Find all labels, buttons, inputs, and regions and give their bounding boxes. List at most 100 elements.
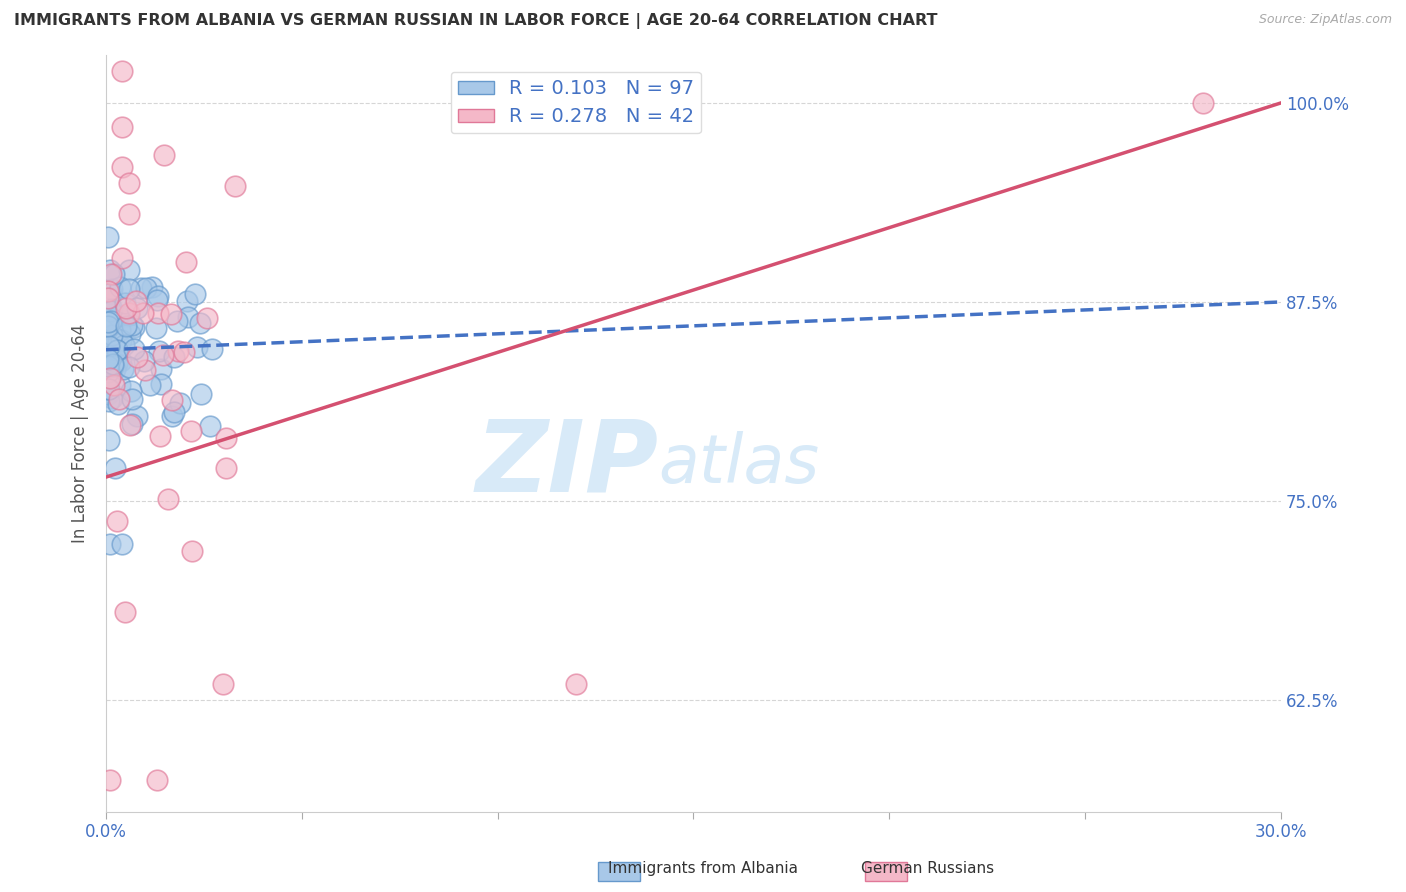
Point — [122, 343, 145, 357]
Point — [97, 372, 120, 386]
Point — [98, 263, 121, 277]
Point — [110, 333, 132, 347]
Point — [146, 293, 169, 307]
Point — [100, 391, 122, 405]
Point — [139, 378, 162, 392]
Point — [108, 392, 131, 406]
Point — [118, 282, 141, 296]
Point — [163, 405, 186, 419]
Point — [174, 255, 197, 269]
Point — [198, 419, 221, 434]
Point — [104, 362, 127, 376]
Point — [98, 360, 121, 375]
Text: Source: ZipAtlas.com: Source: ZipAtlas.com — [1258, 13, 1392, 27]
Point — [129, 281, 152, 295]
Point — [100, 267, 122, 281]
Point — [98, 772, 121, 787]
Point — [103, 267, 125, 281]
Point — [118, 306, 141, 320]
Point — [114, 310, 136, 324]
Point — [104, 357, 127, 371]
Point — [163, 350, 186, 364]
Point — [153, 148, 176, 162]
Text: IMMIGRANTS FROM ALBANIA VS GERMAN RUSSIAN IN LABOR FORCE | AGE 20-64 CORRELATION: IMMIGRANTS FROM ALBANIA VS GERMAN RUSSIA… — [14, 13, 938, 29]
Point — [156, 491, 179, 506]
Point — [97, 315, 120, 329]
Text: German Russians: German Russians — [862, 861, 994, 876]
Point — [188, 316, 211, 330]
Point — [98, 291, 121, 305]
Point — [146, 772, 169, 787]
Point — [127, 409, 149, 424]
Point — [114, 606, 136, 620]
Point — [97, 359, 120, 373]
Point — [125, 293, 148, 308]
Point — [120, 384, 142, 398]
Point — [177, 310, 200, 325]
Point — [112, 338, 135, 352]
Point — [215, 461, 238, 475]
Point — [224, 178, 246, 193]
Point — [195, 311, 218, 326]
Point — [111, 252, 134, 266]
Point — [149, 361, 172, 376]
Text: ZIP: ZIP — [475, 415, 658, 512]
Point — [148, 305, 170, 319]
Point — [107, 334, 129, 349]
Point — [107, 343, 129, 357]
Point — [98, 328, 121, 343]
Point — [97, 352, 120, 367]
Point — [141, 280, 163, 294]
Point — [115, 319, 138, 334]
Point — [145, 321, 167, 335]
Text: atlas: atlas — [658, 431, 820, 497]
Point — [212, 677, 235, 691]
Point — [97, 382, 120, 396]
Point — [100, 327, 122, 342]
Point — [100, 312, 122, 326]
Point — [110, 160, 132, 174]
Point — [146, 288, 169, 302]
Point — [132, 305, 155, 319]
Point — [169, 396, 191, 410]
Point — [181, 544, 204, 558]
Point — [111, 361, 134, 376]
Point — [180, 424, 202, 438]
Point — [110, 120, 132, 134]
Point — [122, 320, 145, 334]
Point — [105, 514, 128, 528]
Point — [110, 537, 132, 551]
Point — [98, 382, 121, 396]
Point — [103, 378, 125, 392]
Point — [97, 342, 120, 356]
Point — [173, 345, 195, 359]
Point — [184, 287, 207, 301]
Point — [97, 229, 120, 244]
Point — [565, 677, 588, 691]
Point — [118, 263, 141, 277]
Point — [100, 371, 122, 385]
Point — [118, 176, 141, 190]
Point — [121, 392, 143, 406]
Point — [105, 343, 128, 357]
Point — [97, 365, 120, 379]
Point — [97, 318, 120, 333]
Point — [97, 350, 120, 364]
Point — [160, 409, 183, 423]
Point — [1191, 95, 1213, 110]
Point — [100, 281, 122, 295]
Point — [97, 291, 120, 305]
Point — [159, 307, 181, 321]
Point — [118, 327, 141, 342]
Point — [110, 378, 132, 392]
Point — [201, 343, 224, 357]
Point — [114, 296, 136, 310]
Point — [97, 384, 120, 399]
Point — [100, 303, 122, 318]
Point — [121, 417, 143, 432]
Point — [104, 461, 127, 475]
Point — [101, 357, 124, 371]
Point — [107, 397, 129, 411]
Point — [166, 314, 188, 328]
Point — [100, 314, 122, 328]
